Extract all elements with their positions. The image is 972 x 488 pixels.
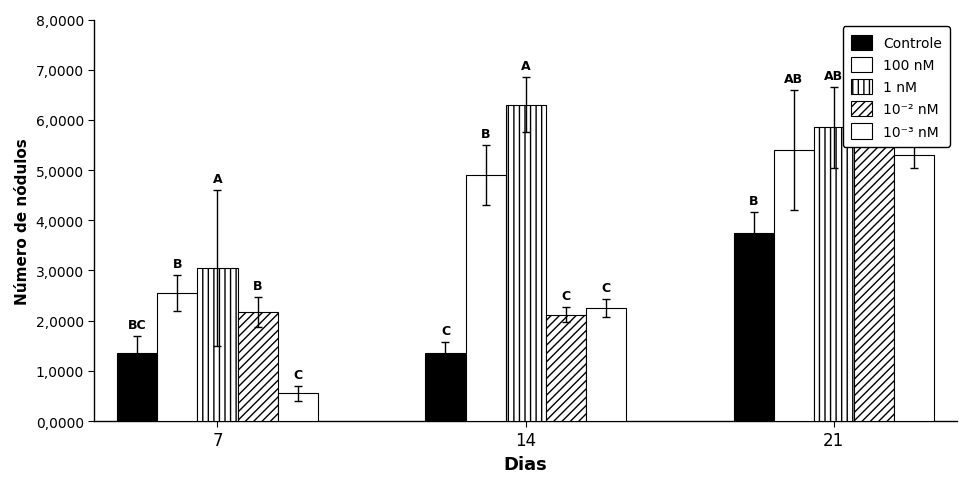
Text: B: B (173, 258, 182, 271)
Bar (774, 151, 814, 421)
Text: A: A (521, 60, 531, 73)
Bar (157, 293, 197, 421)
Text: B: B (253, 279, 262, 292)
Bar (586, 308, 626, 421)
Bar (894, 156, 934, 421)
Bar (426, 353, 466, 421)
Text: A: A (869, 68, 879, 81)
Bar (197, 268, 237, 421)
Bar (237, 312, 278, 421)
Text: C: C (601, 282, 610, 294)
Text: A: A (213, 173, 223, 186)
Bar (505, 105, 545, 421)
Y-axis label: Número de nódulos: Número de nódulos (15, 138, 30, 304)
Text: B: B (748, 194, 758, 207)
Text: B: B (481, 128, 490, 141)
Bar (734, 233, 774, 421)
Text: C: C (441, 325, 450, 338)
Bar (814, 128, 853, 421)
Bar (545, 315, 586, 421)
Bar (466, 176, 505, 421)
Text: AB: AB (784, 73, 803, 85)
Text: C: C (293, 368, 302, 381)
Text: AB: AB (824, 70, 844, 83)
Text: BC: BC (128, 318, 147, 331)
X-axis label: Dias: Dias (503, 455, 547, 473)
Text: C: C (561, 289, 571, 303)
Bar (118, 353, 157, 421)
Legend: Controle, 100 nM, 1 nM, 10⁻² nM, 10⁻³ nM: Controle, 100 nM, 1 nM, 10⁻² nM, 10⁻³ nM (843, 27, 950, 148)
Bar (278, 394, 318, 421)
Text: AB: AB (904, 125, 923, 138)
Bar (853, 115, 894, 421)
